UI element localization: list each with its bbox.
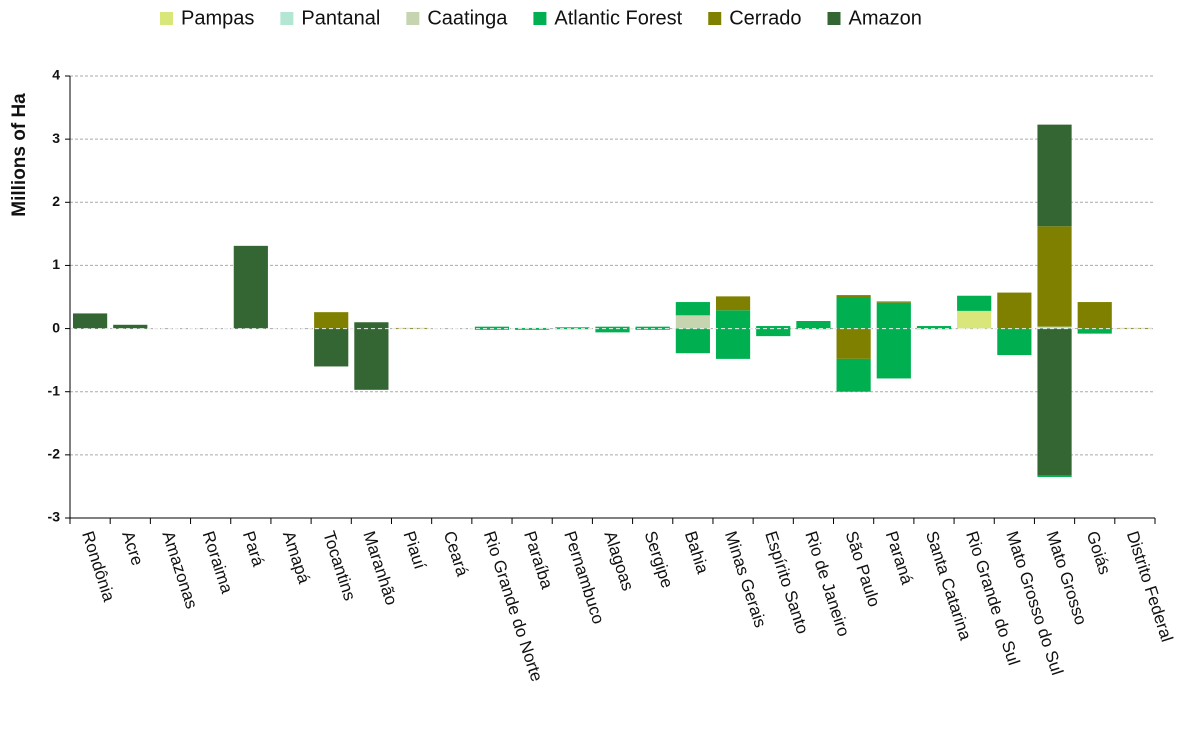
x-tick-label: Piauí — [400, 529, 430, 572]
x-tick-label: Alagoas — [600, 529, 637, 593]
x-tick-label: Maranhão — [359, 529, 401, 608]
y-tick-label: 0 — [52, 319, 60, 335]
bar-segment — [1037, 326, 1072, 329]
bar-segment — [555, 327, 590, 329]
legend-label: Caatinga — [427, 7, 508, 29]
legend-swatch — [708, 12, 722, 25]
y-tick-label: 3 — [52, 130, 60, 146]
bar-segment — [314, 328, 349, 367]
bar-segment — [756, 326, 791, 329]
bar-segment — [715, 328, 751, 359]
bar-segment — [595, 326, 630, 329]
bar-segment — [233, 245, 268, 329]
bar-segment — [836, 297, 871, 329]
legend-label: Cerrado — [729, 7, 801, 29]
bar-segment — [715, 310, 751, 329]
bar-segment — [836, 358, 871, 392]
bar-segment — [474, 326, 510, 329]
x-tick-label: Ceará — [440, 529, 473, 579]
bar-segment — [73, 313, 108, 329]
bar-segment — [796, 320, 831, 329]
bar-segment — [876, 302, 911, 329]
legend-label: Amazon — [849, 7, 922, 29]
bar-segment — [354, 322, 389, 329]
legend-swatch — [533, 12, 547, 25]
bar-segment — [474, 328, 510, 330]
legend-label: Atlantic Forest — [554, 7, 682, 29]
legend-label: Pampas — [181, 7, 254, 29]
bar-segment — [1077, 328, 1112, 334]
x-tick-label: Paraíba — [520, 529, 557, 592]
bar-segment — [1037, 124, 1072, 227]
legend-swatch — [827, 12, 841, 25]
bar-segment — [1037, 328, 1072, 476]
bar-segment — [635, 326, 670, 329]
legend-swatch — [280, 12, 294, 25]
bar-segment — [997, 328, 1032, 356]
bar-segment — [957, 310, 992, 329]
bar-segment — [1077, 302, 1112, 329]
bar-segment — [997, 292, 1032, 329]
x-tick-label: Pernambuco — [560, 529, 608, 627]
bar-segment — [555, 328, 590, 330]
bar-segment — [314, 312, 349, 329]
x-tick-label: Minas Gerais — [721, 529, 770, 630]
bar-segment — [1037, 475, 1072, 477]
x-tick-label: Amapá — [279, 529, 314, 587]
x-tick-label: Acre — [118, 529, 147, 568]
x-tick-label: Goiás — [1083, 529, 1115, 577]
bar-segment — [595, 328, 630, 333]
x-tick-label: Amazonas — [158, 529, 201, 611]
bar-segment — [113, 324, 148, 329]
legend-swatch — [160, 12, 173, 25]
x-tick-label: Pará — [239, 529, 268, 570]
bar-segment — [916, 326, 952, 329]
bar-segment — [836, 328, 871, 359]
bar-segment — [635, 328, 670, 330]
bar-segment — [354, 328, 389, 390]
bar-segment — [957, 295, 992, 311]
x-tick-label: Tocantins — [319, 529, 359, 603]
bar-segment — [394, 327, 429, 329]
x-tick-label: Bahia — [681, 529, 713, 577]
bar-segment — [675, 328, 710, 354]
bar-segment — [836, 295, 871, 297]
x-tick-label: Roraima — [199, 529, 237, 596]
y-tick-label: -2 — [48, 446, 61, 462]
y-tick-label: -3 — [48, 509, 61, 525]
bar-segment — [1037, 226, 1072, 327]
bar-segment — [715, 296, 751, 311]
legend-label: Pantanal — [301, 7, 380, 29]
x-tick-label: Paraná — [882, 529, 917, 588]
bar-segment — [876, 328, 911, 379]
bar-segment — [876, 301, 911, 303]
x-tick-label: São Paulo — [842, 529, 884, 609]
bar-segment — [675, 302, 710, 316]
y-axis-label: Millions of Ha — [9, 93, 30, 217]
y-tick-label: 1 — [52, 256, 60, 272]
legend-swatch — [406, 12, 420, 25]
x-tick-label: Rondônia — [78, 529, 119, 605]
bar-segment — [675, 315, 710, 329]
bar-segment — [756, 328, 791, 337]
x-tick-label: Sergipe — [641, 529, 677, 591]
y-tick-label: 4 — [52, 67, 60, 83]
y-tick-label: 2 — [52, 193, 60, 209]
y-tick-label: -1 — [48, 382, 61, 398]
x-tick-label: Mato Grosso — [1042, 529, 1090, 627]
bar-segment — [515, 328, 550, 330]
x-tick-label: Distrito Federal — [1123, 529, 1177, 644]
